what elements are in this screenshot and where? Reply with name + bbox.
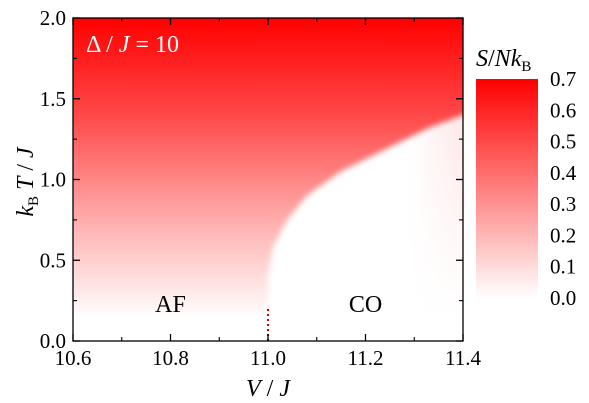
x-tick-label: 11.2	[348, 346, 384, 370]
colorbar: 0.0 0.1 0.2 0.3 0.4 0.5 0.6 0.7 S/NkB	[476, 46, 577, 310]
y-tick-label: 2.0	[40, 6, 66, 30]
colorbar-gradient	[476, 79, 538, 298]
colorbar-tick-label: 0.5	[550, 130, 576, 154]
y-tick-label: 1.0	[40, 168, 66, 192]
colorbar-tick-label: 0.4	[550, 161, 577, 185]
y-tick-label: 0.0	[40, 329, 66, 353]
colorbar-tick-label: 0.7	[550, 67, 576, 91]
x-tick-label: 11.4	[445, 346, 481, 370]
x-tick-label: 11.0	[250, 346, 286, 370]
region-labels: AF CO	[155, 292, 382, 318]
colorbar-tick-label: 0.3	[550, 192, 576, 216]
colorbar-tick-label: 0.6	[550, 98, 576, 122]
x-tick-label: 10.8	[152, 346, 189, 370]
region-label-af: AF	[155, 292, 186, 318]
colorbar-ticks: 0.0 0.1 0.2 0.3 0.4 0.5 0.6 0.7	[550, 67, 577, 310]
heatmap-area	[73, 18, 463, 341]
y-tick-label: 0.5	[40, 248, 66, 272]
x-axis-label: V / J	[246, 376, 291, 402]
ordered-region-co	[268, 114, 463, 341]
colorbar-label: S/NkB	[476, 46, 531, 75]
y-axis-ticks: 0.0 0.5 1.0 1.5 2.0	[40, 6, 463, 353]
delta-annotation: Δ / J = 10	[86, 32, 179, 58]
y-axis-label: kBT / J	[13, 146, 42, 217]
colorbar-tick-label: 0.0	[550, 286, 576, 310]
x-axis-ticks: 10.6 10.8 11.0 11.2 11.4	[55, 18, 481, 370]
y-tick-label: 1.5	[40, 87, 66, 111]
colorbar-tick-label: 0.1	[550, 255, 576, 279]
colorbar-tick-label: 0.2	[550, 223, 576, 247]
region-label-co: CO	[349, 292, 382, 318]
x-tick-label: 10.6	[55, 346, 92, 370]
